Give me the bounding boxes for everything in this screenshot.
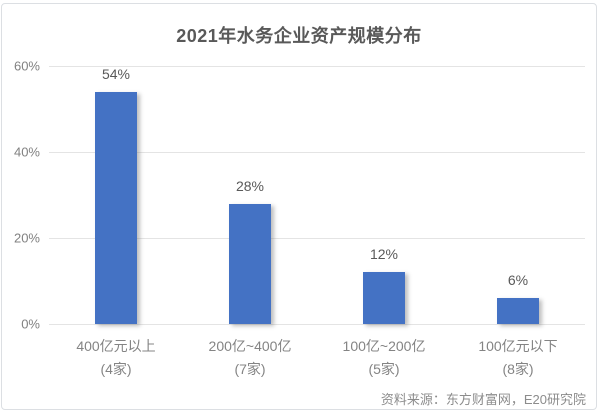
axis-baseline [49, 324, 585, 325]
bars-row: 54% 28% 12% 6% [49, 66, 585, 324]
plot-area: 60% 40% 20% 0% 54% 28% 12% 6% [14, 59, 585, 332]
x-axis-label-under-100: 100亿元以下 (8家) [451, 335, 585, 381]
bar-value-label: 6% [507, 272, 529, 289]
y-axis-tick-0: 0% [21, 316, 40, 332]
count-label: (5家) [368, 361, 400, 377]
gridline-20 [49, 238, 585, 239]
bar-value-label: 12% [369, 246, 399, 263]
y-axis-tick-60: 60% [13, 58, 40, 74]
category-label: 400亿元以上 [76, 338, 156, 354]
bar-over-400 [95, 92, 137, 324]
gridline-40 [49, 151, 585, 153]
bar-200-400 [229, 203, 271, 324]
bar-100-200 [363, 272, 405, 324]
chart-title: 2021年水务企业资产规模分布 [176, 26, 422, 46]
bar-group-200-400: 28% [183, 66, 317, 324]
count-label: (4家) [100, 361, 132, 377]
category-label: 200亿~400亿 [208, 338, 292, 354]
y-axis-tick-40: 40% [13, 144, 40, 160]
bar-group-under-100: 6% [451, 66, 585, 324]
gridline-60 [49, 66, 585, 67]
count-label: (8家) [502, 361, 534, 377]
bar-group-100-200: 12% [317, 66, 451, 324]
bar-value-label: 28% [235, 177, 265, 194]
x-axis-label-100-200: 100亿~200亿 (5家) [317, 335, 451, 381]
x-axis-label-200-400: 200亿~400亿 (7家) [183, 335, 317, 381]
y-axis-tick-20: 20% [13, 230, 40, 246]
category-label: 100亿~200亿 [342, 338, 426, 354]
category-label: 100亿元以下 [478, 338, 558, 354]
x-axis-labels: 400亿元以上 (4家) 200亿~400亿 (7家) 100亿~200亿 (5… [49, 335, 585, 381]
bar-under-100 [497, 298, 539, 324]
source-note: 资料来源：东方财富网，E20研究院 [380, 392, 586, 407]
bar-group-over-400: 54% [49, 66, 183, 324]
count-label: (7家) [234, 361, 266, 377]
chart-card: 2021年水务企业资产规模分布 60% 40% 20% 0% 54% 28% 1… [1, 3, 597, 410]
x-axis-label-over-400: 400亿元以上 (4家) [49, 335, 183, 381]
bar-value-label: 54% [101, 66, 131, 82]
